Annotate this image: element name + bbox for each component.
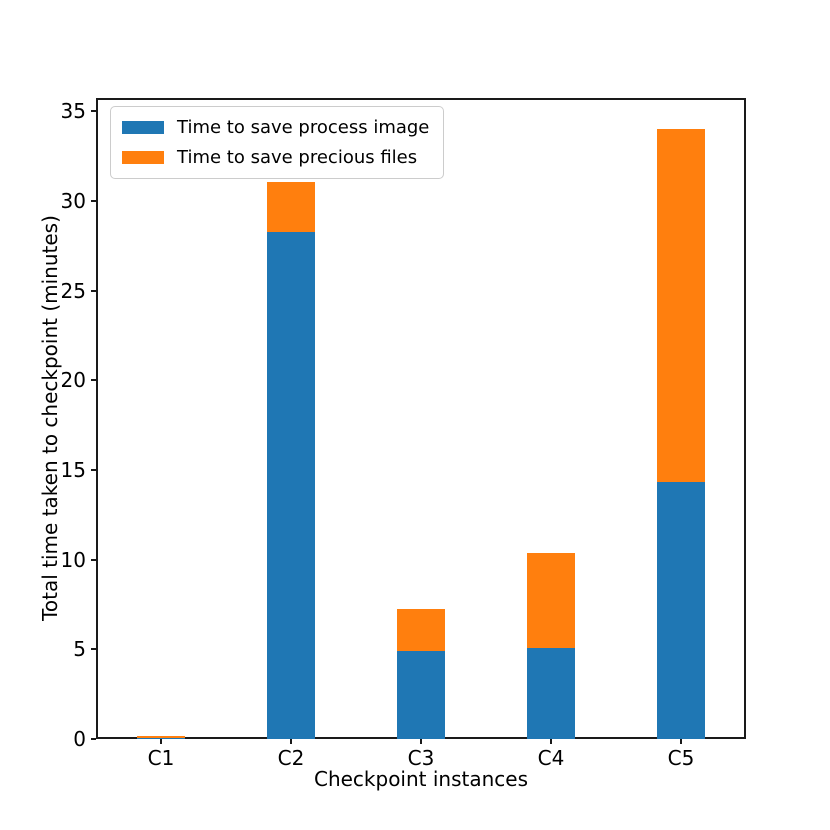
bar-segment-c5-series1 [657,129,705,482]
x-tick-mark [290,739,292,744]
x-tick-label: C4 [537,746,565,770]
x-axis-label: Checkpoint instances [313,767,529,791]
y-tick-label: 5 [73,637,86,662]
y-tick-mark [91,289,96,292]
y-tick-mark [91,469,96,472]
x-tick-mark [420,739,422,744]
y-tick-mark [91,200,96,203]
legend: Time to save process image Time to save … [110,106,445,179]
y-tick-label: 0 [73,727,86,751]
y-tick-mark [91,379,96,382]
y-tick-label: 15 [60,458,86,483]
bar-segment-c3-series0 [397,651,445,739]
y-tick-label: 25 [60,278,86,303]
bar-segment-c1-series0 [137,738,185,739]
y-axis-label: Total time taken to checkpoint (minutes) [38,215,62,621]
y-tick-label: 10 [60,547,86,572]
y-tick-mark [91,738,96,740]
y-tick-label: 35 [60,99,86,124]
y-tick-mark [91,110,96,113]
bar-segment-c5-series0 [657,481,705,739]
bar-segment-c4-series1 [527,552,575,648]
y-tick-mark [91,558,96,561]
y-tick-label: 20 [60,368,86,393]
bar-segment-c2-series1 [267,182,315,232]
bar-segment-c2-series0 [267,231,315,739]
legend-entry-precious-files: Time to save precious files [122,147,429,168]
legend-entry-process-image: Time to save process image [122,117,429,138]
legend-label-process-image: Time to save process image [177,117,430,138]
legend-swatch-process-image [122,121,164,134]
bar-segment-c3-series1 [397,609,445,652]
x-tick-label: C5 [667,746,695,770]
x-tick-label: C2 [277,746,305,770]
y-tick-mark [91,648,96,651]
x-tick-label: C3 [407,746,435,770]
legend-swatch-precious-files [122,151,164,164]
x-tick-label: C1 [147,746,175,770]
x-tick-mark [160,739,162,744]
x-tick-mark [550,739,552,744]
x-tick-mark [680,739,682,744]
y-tick-label: 30 [60,189,86,214]
bar-segment-c4-series0 [527,647,575,739]
legend-label-precious-files: Time to save precious files [177,147,418,168]
bar-segment-c1-series1 [137,736,185,739]
